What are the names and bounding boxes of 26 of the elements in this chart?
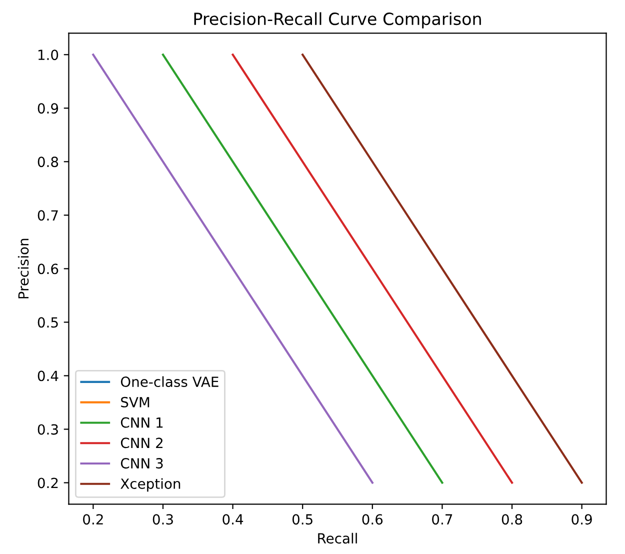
legend-label: CNN 3 [120, 458, 163, 469]
x-tick-label: 0.6 [362, 514, 383, 525]
x-tick-label: 0.2 [83, 514, 103, 525]
y-tick-label: 0.7 [38, 210, 58, 221]
y-tick-label: 0.4 [38, 370, 58, 382]
legend-label: One-class VAE [120, 376, 218, 388]
legend-label: SVM [121, 396, 150, 408]
chart-title: Precision-Recall Curve Comparison [194, 12, 481, 28]
x-tick-label: 0.8 [502, 514, 522, 525]
x-tick-label: 0.7 [432, 514, 452, 525]
x-tick-label: 0.5 [292, 514, 312, 525]
y-tick-label: 0.8 [38, 156, 58, 168]
x-axis-title: Recall [318, 532, 357, 544]
y-tick-label: 1.0 [38, 50, 58, 60]
y-tick-label: 0.3 [38, 424, 58, 435]
x-tick-label: 0.4 [222, 514, 244, 525]
legend-label: CNN 2 [120, 438, 162, 448]
x-tick-label: 0.3 [152, 514, 173, 525]
y-axis-title: Precision [18, 238, 29, 298]
y-tick-label: 0.6 [38, 264, 58, 274]
legend-label: CNN 1 [120, 417, 163, 428]
legend-label: Xception [120, 478, 180, 492]
y-tick-label: 0.9 [38, 103, 58, 114]
y-tick-label: 0.2 [38, 478, 58, 488]
y-tick-label: 0.5 [38, 317, 58, 328]
x-tick-label: 0.9 [572, 514, 592, 525]
